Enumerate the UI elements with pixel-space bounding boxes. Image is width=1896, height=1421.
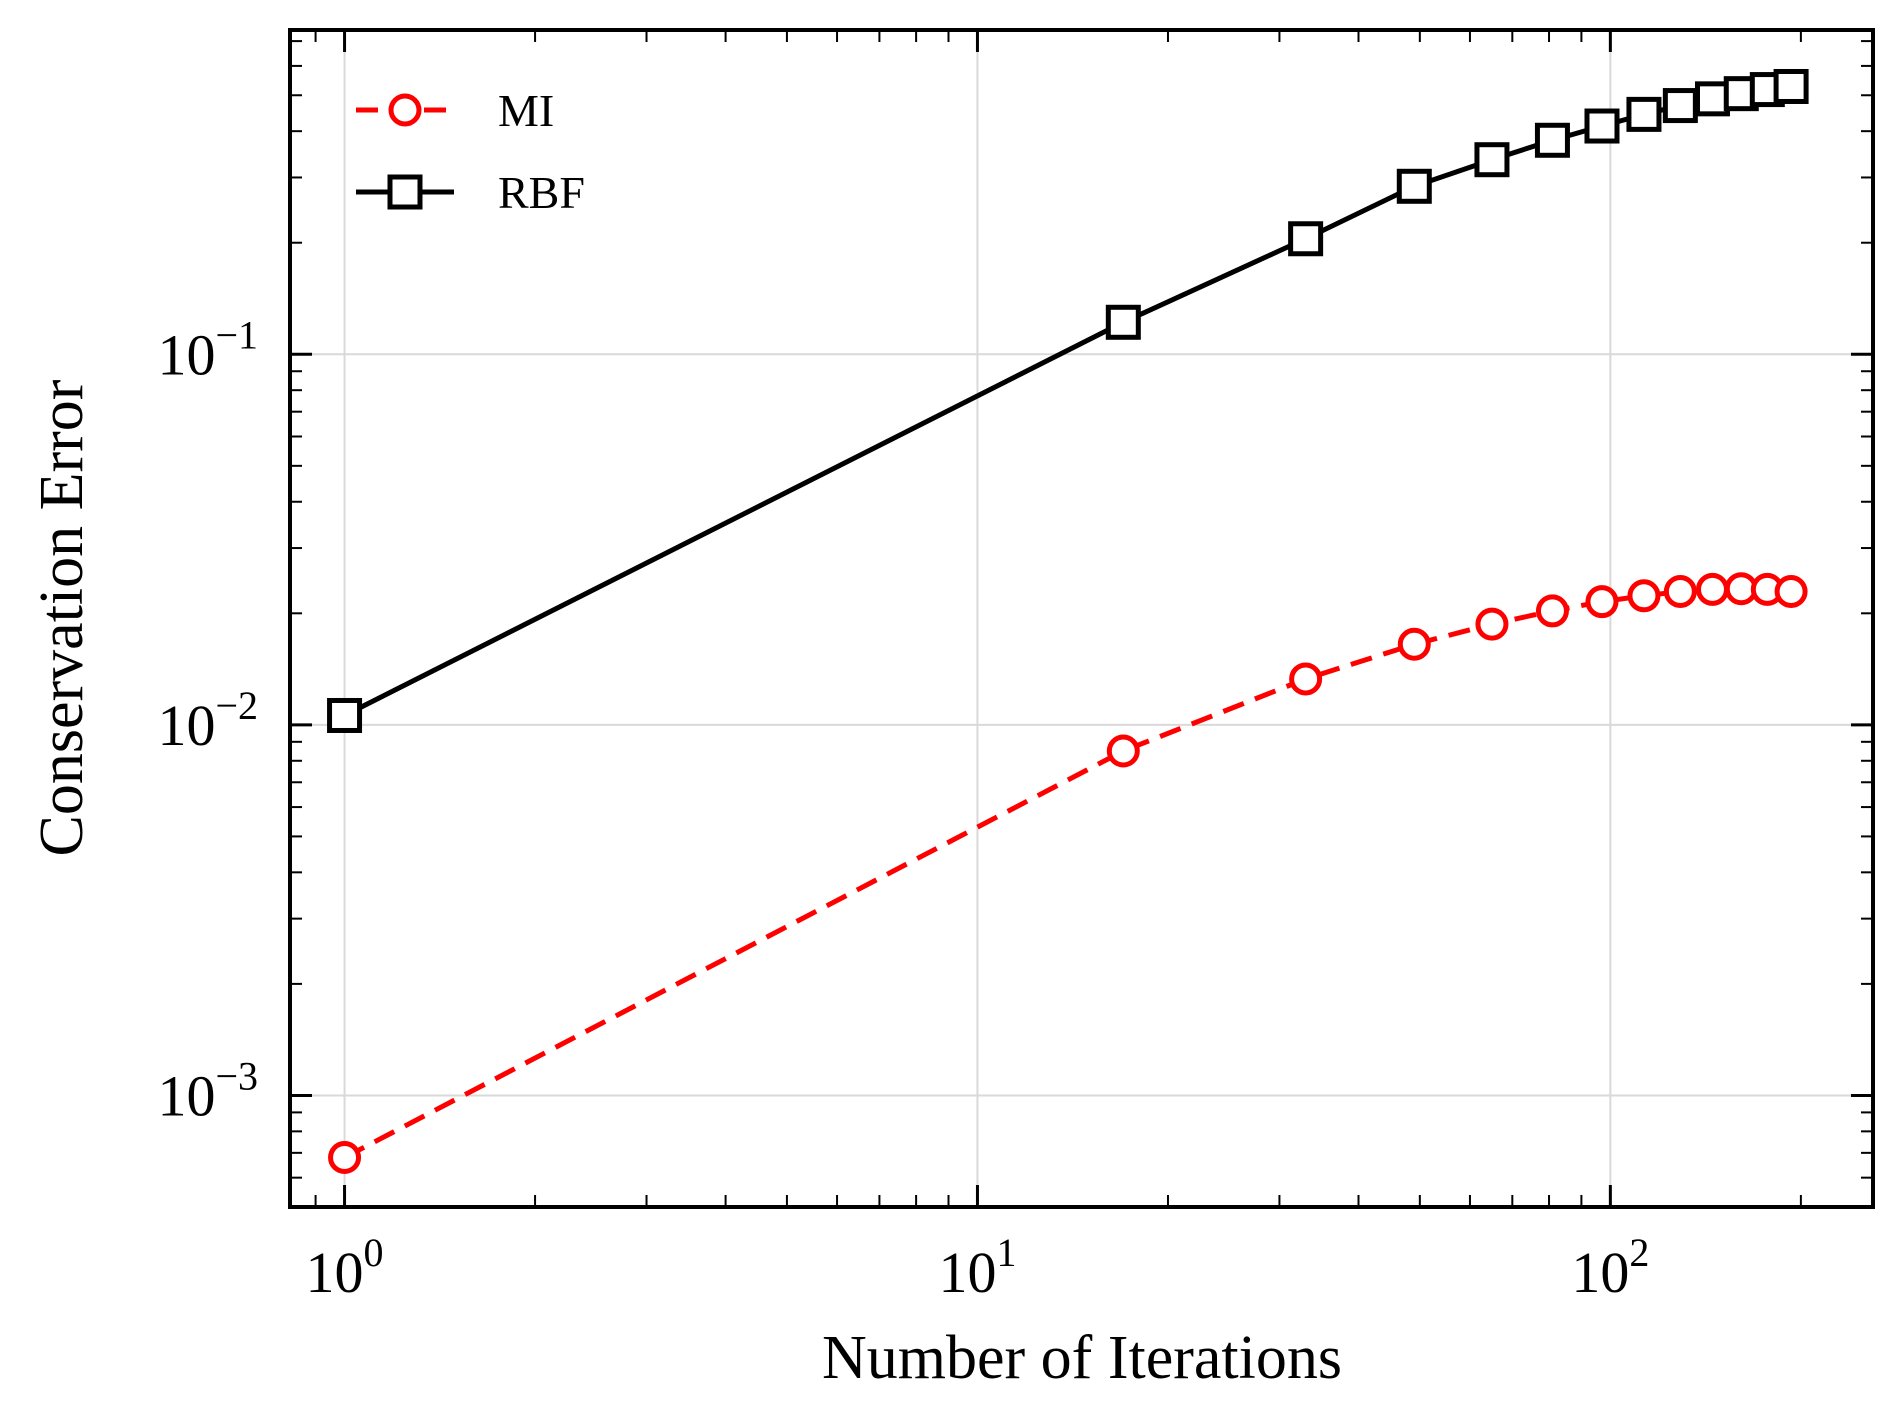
data-point-mi [1289, 662, 1323, 696]
data-point-rbf [1105, 304, 1141, 340]
axis-ticks [290, 30, 1873, 1208]
data-point-mi [1535, 594, 1569, 628]
x-tick-label: 101 [938, 1230, 1016, 1305]
legend-marker-rbf [387, 174, 423, 210]
plot-frame [288, 28, 1875, 1209]
data-point-mi [1397, 627, 1431, 661]
series-group [327, 68, 1809, 1175]
y-tick-label: 10−1 [157, 312, 258, 387]
data-point-mi [1585, 585, 1619, 619]
data-point-mi [1475, 607, 1509, 641]
y-tick-label: 10−2 [157, 683, 258, 758]
data-point-rbf [1694, 81, 1730, 117]
data-point-rbf [1288, 221, 1324, 257]
data-point-mi [1627, 579, 1661, 613]
series-mi [328, 572, 1808, 1175]
data-point-mi [1695, 572, 1729, 606]
data-point-rbf [1626, 96, 1662, 132]
legend-label-rbf: RBF [498, 167, 585, 218]
y-axis-title: Conservation Error [28, 379, 96, 856]
tick-labels: 100 101 102 10−3 10−2 10−1 [157, 312, 1649, 1305]
legend-entry-mi: MI [356, 85, 554, 136]
series-line-mi [343, 586, 1792, 1160]
x-tick-label: 102 [1571, 1230, 1649, 1305]
y-tick-label: 10−3 [157, 1053, 258, 1128]
legend: MI RBF [356, 85, 585, 218]
data-point-rbf [1534, 122, 1570, 158]
legend-entry-rbf: RBF [356, 167, 585, 218]
series-rbf [327, 68, 1809, 733]
data-point-rbf [1584, 108, 1620, 144]
data-point-mi [1663, 575, 1697, 609]
gridlines [290, 30, 1873, 1207]
data-point-rbf [1662, 88, 1698, 124]
data-point-mi [1106, 734, 1140, 768]
legend-marker-mi [388, 93, 422, 127]
legend-label-mi: MI [498, 85, 554, 136]
x-tick-label: 100 [306, 1230, 384, 1305]
data-point-rbf [327, 697, 363, 733]
data-point-mi [1774, 575, 1808, 609]
data-point-mi [328, 1141, 362, 1175]
data-point-rbf [1474, 142, 1510, 178]
data-point-rbf [1773, 68, 1809, 104]
x-axis-title: Number of Iterations [822, 1324, 1342, 1392]
data-point-rbf [1396, 168, 1432, 204]
